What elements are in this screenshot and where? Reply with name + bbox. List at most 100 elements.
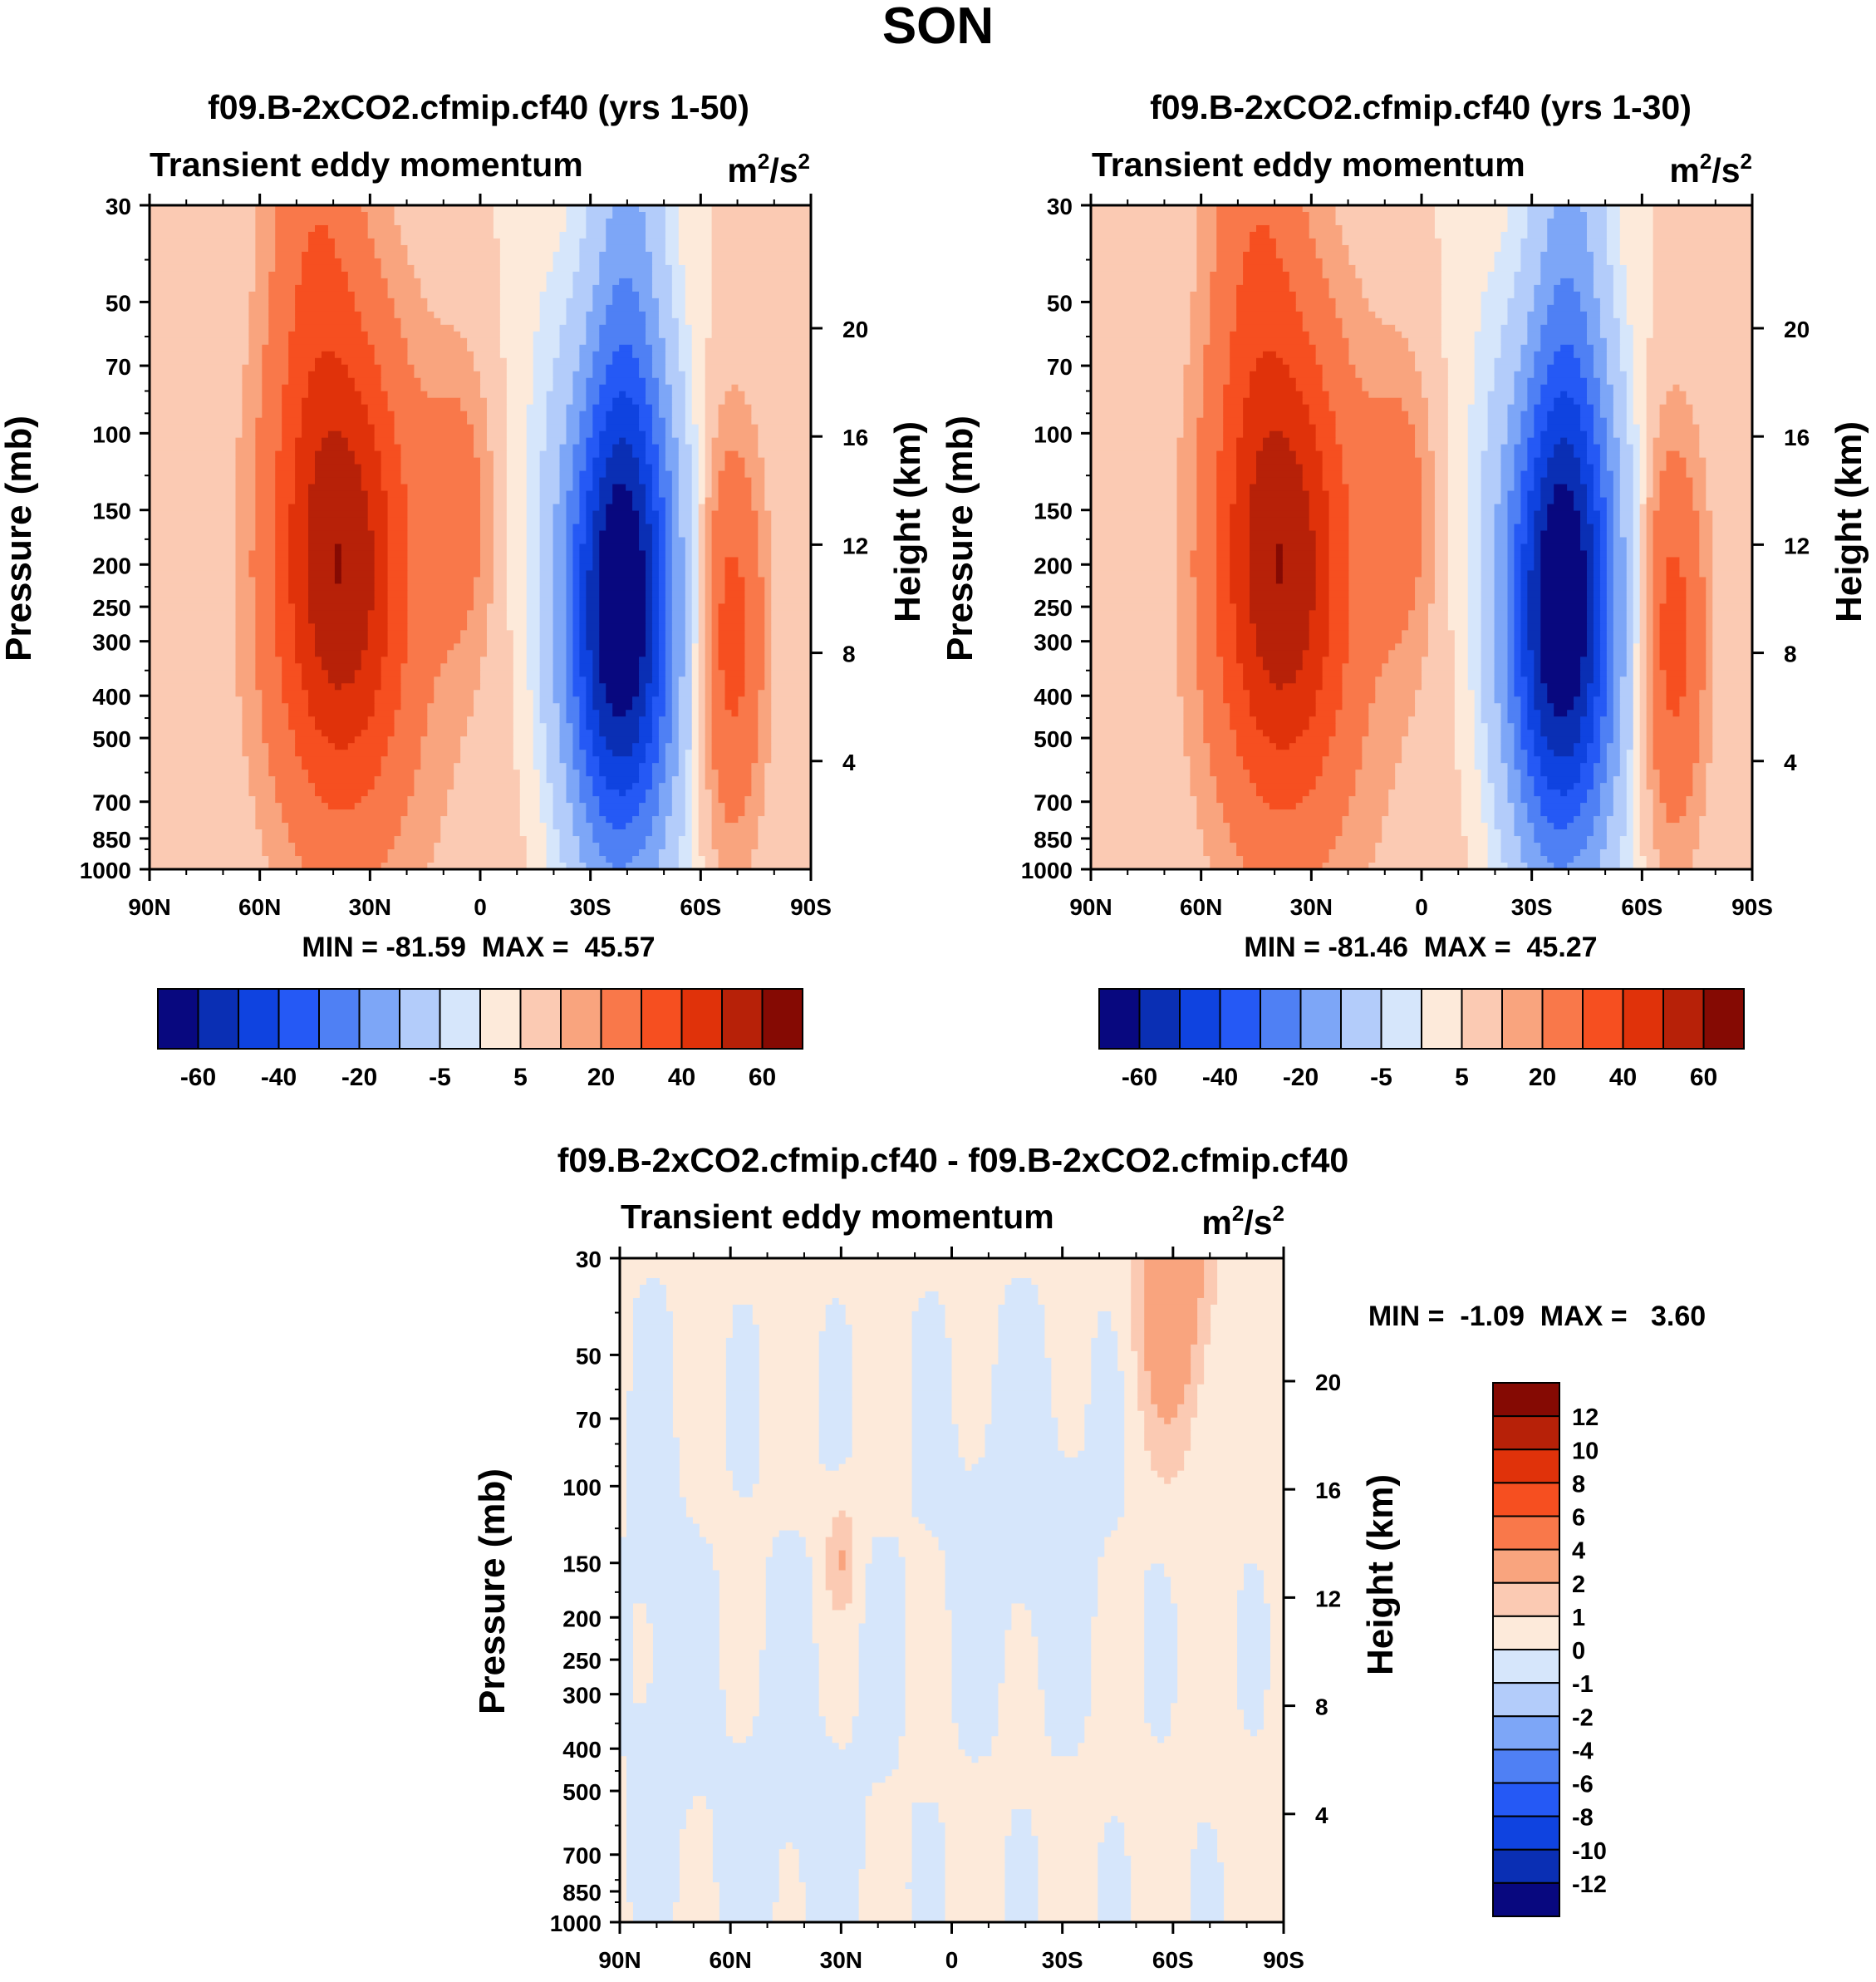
contour-cell [738,557,759,565]
contour-cell [387,563,409,572]
contour-cell [1295,298,1337,306]
contour-cell [499,298,541,306]
contour-cell [711,723,759,730]
contour-cell [1646,344,1753,352]
contour-cell [1606,683,1614,691]
contour-cell [1196,517,1217,525]
contour-cell [1091,570,1178,578]
contour-cell [1606,450,1621,459]
contour-cell [651,696,666,704]
contour-cell [1633,344,1648,352]
contour-cell [1706,643,1713,651]
contour-cell [586,723,600,730]
contour-cell [321,796,362,804]
contour-cell [1587,610,1594,617]
contour-cell [381,763,421,770]
contour-cell [579,796,600,804]
contour-cell [1236,617,1250,624]
contour-cell [658,603,666,611]
contour-cell [718,411,752,419]
contour-cell [1196,663,1224,671]
contour-cell [566,770,580,777]
contour-cell [698,710,706,717]
contour-cell [1315,563,1330,572]
contour-cell [566,517,580,525]
contour-cell [1606,337,1621,346]
contour-cell [1653,211,1753,219]
contour-cell [665,823,686,830]
contour-cell [646,444,660,452]
contour-cell [1091,291,1191,299]
contour-cell [586,324,600,332]
contour-cell [1250,490,1310,499]
contour-cell [499,291,541,299]
contour-cell [698,430,706,439]
contour-cell [150,550,237,558]
contour-cell [1587,437,1594,445]
contour-cell [1415,690,1456,697]
contour-cell [599,670,640,677]
contour-cell [235,510,256,519]
contour-cell [1348,244,1442,253]
contour-cell [671,391,686,399]
contour-cell [1646,730,1654,737]
contour-cell [1467,630,1482,637]
contour-cell [592,304,607,312]
contour-cell [658,477,673,485]
contour-cell [1646,371,1753,379]
contour-cell [1639,530,1648,539]
contour-cell [486,411,508,419]
contour-cell [691,484,700,492]
contour-cell [546,417,567,425]
contour-cell [1481,317,1509,326]
contour-cell [513,696,534,704]
contour-cell [381,264,415,273]
contour-cell [526,411,548,419]
contour-cell [698,477,706,485]
contour-cell [1580,770,1594,777]
contour-cell [295,450,316,459]
contour-cell [1599,317,1621,326]
contour-cell [639,676,653,684]
contour-cell [698,630,706,637]
contour-cell [1514,278,1541,286]
contour-cell [572,823,593,830]
contour-cell [1626,417,1634,425]
contour-cell [651,404,660,412]
contour-cell [1216,597,1230,604]
contour-cell [592,550,600,558]
contour-cell [646,610,653,617]
contour-cell [1402,331,1442,339]
contour-cell [651,497,666,505]
contour-cell [1196,603,1217,611]
contour-cell [1646,384,1674,392]
contour-cell [1335,218,1436,226]
contour-cell [506,411,528,419]
contour-cell [685,650,693,657]
contour-cell [1514,530,1528,539]
contour-cell [1441,351,1476,359]
contour-cell [1626,377,1634,386]
contour-cell [394,298,428,306]
contour-cell [400,690,435,697]
contour-cell [1422,457,1436,465]
contour-cell [691,504,700,512]
contour-cell [420,377,481,386]
contour-cell [1348,258,1442,266]
contour-cell [1236,304,1297,312]
contour-cell [665,676,673,684]
contour-cell [771,643,812,651]
contour-cell [506,477,528,485]
contour-cell [1262,437,1290,445]
contour-cell [1712,583,1753,592]
contour-cell [150,657,237,664]
contour-cell [1626,317,1654,326]
contour-cell [1183,723,1204,730]
contour-cell [150,484,237,492]
contour-cell [691,377,706,386]
contour-cell [150,264,256,273]
contour-cell [361,324,402,332]
contour-cell [275,218,369,226]
contour-cell [552,597,567,604]
contour-cell [1091,357,1191,366]
